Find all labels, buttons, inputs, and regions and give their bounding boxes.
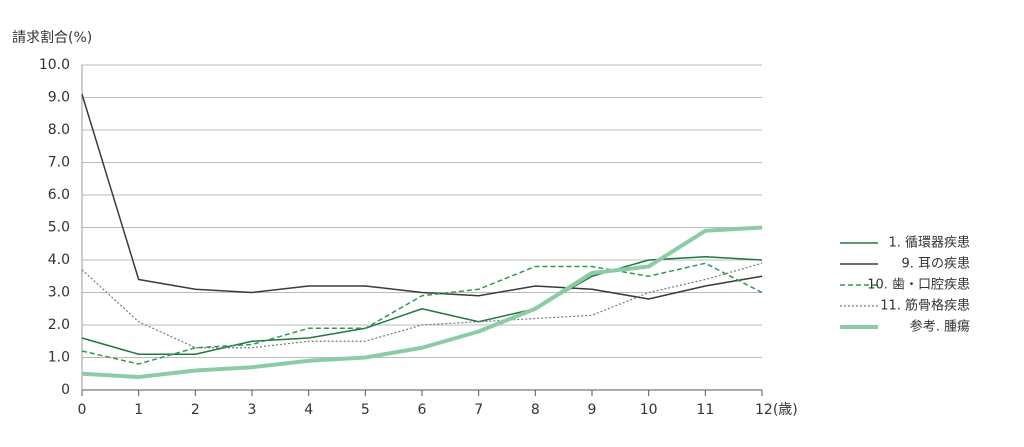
y-tick-label: 1.0 xyxy=(48,350,70,366)
legend-label: 参考. 腫瘍 xyxy=(910,319,970,335)
y-tick-label: 6.0 xyxy=(48,187,70,203)
legend-label: 9. 耳の疾患 xyxy=(901,257,970,272)
x-tick-label: 3 xyxy=(248,402,257,418)
x-tick-label: 10 xyxy=(640,402,658,418)
y-tick-label: 5.0 xyxy=(48,220,70,236)
x-tick-label: 5 xyxy=(361,402,370,418)
legend-label: 1. 循環器疾患 xyxy=(888,236,970,251)
x-tick-label: 11 xyxy=(696,402,714,418)
x-tick-label: 8 xyxy=(531,402,540,418)
x-tick-label: 0 xyxy=(78,402,87,418)
x-tick-label: 9 xyxy=(588,402,597,418)
series-line xyxy=(81,225,763,379)
y-axis-label: 請求割合(%) xyxy=(12,29,92,46)
x-tick-label: 7 xyxy=(474,402,483,418)
series-line xyxy=(81,94,763,300)
series-line xyxy=(81,262,763,349)
y-tick-label: 3.0 xyxy=(48,285,70,301)
y-tick-label: 8.0 xyxy=(48,122,70,138)
series-line xyxy=(81,262,763,365)
series-line xyxy=(81,256,763,355)
x-tick-label: 6 xyxy=(418,402,427,418)
x-tick-label: 2 xyxy=(191,402,200,418)
y-tick-label: 4.0 xyxy=(48,252,70,268)
y-tick-label: 7.0 xyxy=(48,155,70,171)
x-tick-label: 1 xyxy=(134,402,143,418)
y-tick-label: 2.0 xyxy=(48,317,70,333)
y-tick-label: 9.0 xyxy=(48,90,70,106)
x-tick-label: 4 xyxy=(304,402,313,418)
y-tick-label: 10.0 xyxy=(39,57,70,73)
legend-label: 10. 歯・口腔疾患 xyxy=(867,278,970,293)
legend-label: 11. 筋骨格疾患 xyxy=(880,298,970,314)
y-tick-label: 0 xyxy=(61,382,70,398)
x-tick-label: 12(歳) xyxy=(755,402,798,418)
